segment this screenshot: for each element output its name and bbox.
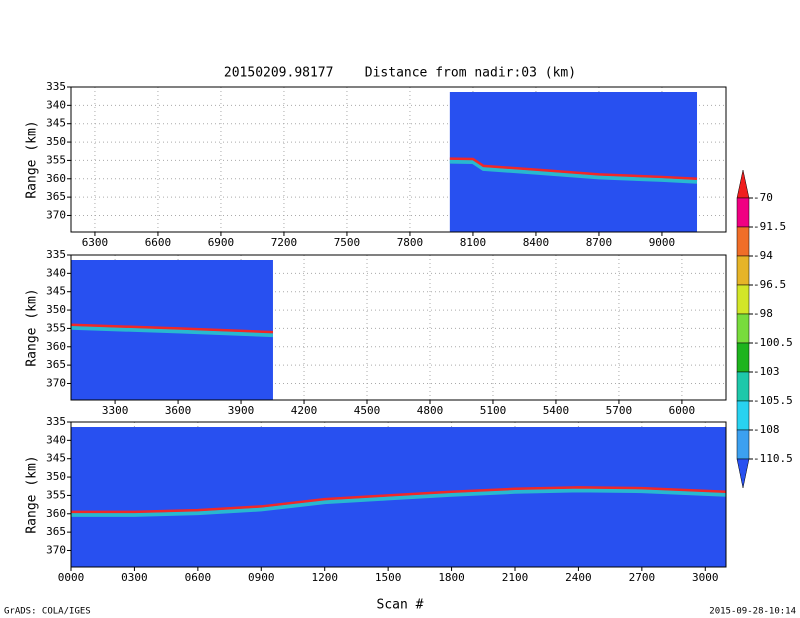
y-tick-label: 335	[46, 248, 66, 261]
colorbar-segment	[736, 371, 750, 402]
x-tick-label: 4500	[354, 404, 381, 417]
surface-echo	[71, 486, 727, 514]
colorbar-label: -91.5	[753, 220, 786, 233]
surface-echo	[70, 323, 274, 334]
echo-halo	[70, 325, 274, 338]
y-tick-label: 340	[46, 98, 66, 111]
plot-frame	[70, 421, 727, 568]
x-tick-label: 8100	[460, 236, 487, 249]
x-tick-label: 0900	[248, 571, 275, 584]
x-tick-label: 6000	[669, 404, 696, 417]
colorbar-label: -110.5	[753, 452, 793, 465]
x-axis-label: Scan #	[377, 598, 424, 613]
colorbar-cap	[736, 458, 750, 489]
y-tick-label: 355	[46, 488, 66, 501]
x-tick-label: 7800	[397, 236, 424, 249]
scan-coverage	[449, 92, 698, 232]
y-tick-label: 355	[46, 153, 66, 166]
x-tick-label: 3600	[165, 404, 192, 417]
y-tick-label: 360	[46, 172, 66, 185]
echo-halo	[449, 159, 698, 184]
x-tick-label: 9000	[649, 236, 676, 249]
y-axis-label: Range (km)	[25, 288, 40, 366]
plot-frame	[70, 86, 727, 233]
colorbar-label: -103	[753, 365, 780, 378]
y-tick-label: 355	[46, 321, 66, 334]
colorbar-segment	[736, 313, 750, 344]
x-tick-label: 0600	[185, 571, 212, 584]
colorbar-segment	[736, 255, 750, 286]
surface-echo	[449, 157, 698, 181]
y-tick-label: 370	[46, 543, 66, 556]
colorbar-label: -100.5	[753, 336, 793, 349]
colorbar-segment	[736, 226, 750, 257]
y-tick-label: 370	[46, 208, 66, 221]
x-tick-label: 4200	[291, 404, 318, 417]
footer-right: 2015-09-28-10:14	[709, 607, 796, 617]
x-tick-label: 8400	[523, 236, 550, 249]
x-tick-label: 2400	[565, 571, 592, 584]
y-tick-label: 345	[46, 285, 66, 298]
footer-left: GrADS: COLA/IGES	[4, 607, 91, 617]
x-tick-label: 7500	[334, 236, 361, 249]
y-tick-label: 350	[46, 470, 66, 483]
x-tick-label: 5700	[606, 404, 633, 417]
y-tick-label: 350	[46, 303, 66, 316]
y-tick-label: 345	[46, 117, 66, 130]
colorbar-segment	[736, 197, 750, 228]
colorbar-label: -105.5	[753, 394, 793, 407]
colorbar-label: -108	[753, 423, 780, 436]
colorbar-label: -98	[753, 307, 773, 320]
y-tick-label: 365	[46, 190, 66, 203]
x-tick-label: 8700	[586, 236, 613, 249]
x-tick-label: 4800	[417, 404, 444, 417]
x-tick-label: 0300	[121, 571, 148, 584]
x-tick-label: 6600	[145, 236, 172, 249]
chart-title: 20150209.98177 Distance from nadir:03 (k…	[224, 66, 576, 81]
x-tick-label: 1200	[311, 571, 338, 584]
y-tick-label: 345	[46, 452, 66, 465]
colorbar-label: -94	[753, 249, 773, 262]
y-axis-label: Range (km)	[25, 455, 40, 533]
y-tick-label: 335	[46, 415, 66, 428]
colorbar-segment	[736, 429, 750, 460]
y-tick-label: 365	[46, 358, 66, 371]
x-tick-label: 3900	[228, 404, 255, 417]
x-tick-label: 2700	[629, 571, 656, 584]
colorbar-segment	[736, 284, 750, 315]
x-tick-label: 5400	[543, 404, 570, 417]
x-tick-label: 0000	[58, 571, 85, 584]
y-tick-label: 360	[46, 340, 66, 353]
colorbar-label: -70	[753, 191, 773, 204]
y-axis-label: Range (km)	[25, 120, 40, 198]
x-tick-label: 6300	[82, 236, 109, 249]
y-tick-label: 360	[46, 507, 66, 520]
colorbar-segment	[736, 342, 750, 373]
colorbar-segment	[736, 400, 750, 431]
x-tick-label: 1800	[438, 571, 465, 584]
x-tick-label: 7200	[271, 236, 298, 249]
x-tick-label: 3300	[102, 404, 129, 417]
y-tick-label: 335	[46, 80, 66, 93]
x-tick-label: 5100	[480, 404, 507, 417]
colorbar-cap	[736, 169, 750, 199]
x-tick-label: 3000	[692, 571, 719, 584]
y-tick-label: 350	[46, 135, 66, 148]
y-tick-label: 340	[46, 266, 66, 279]
y-tick-label: 340	[46, 433, 66, 446]
x-tick-label: 6900	[208, 236, 235, 249]
y-tick-label: 370	[46, 376, 66, 389]
x-tick-label: 2100	[502, 571, 529, 584]
colorbar-label: -96.5	[753, 278, 786, 291]
plot-frame	[70, 254, 727, 401]
x-tick-label: 1500	[375, 571, 402, 584]
y-tick-label: 365	[46, 525, 66, 538]
echo-halo	[71, 488, 727, 517]
